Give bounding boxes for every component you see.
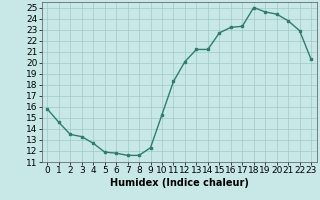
- X-axis label: Humidex (Indice chaleur): Humidex (Indice chaleur): [110, 178, 249, 188]
